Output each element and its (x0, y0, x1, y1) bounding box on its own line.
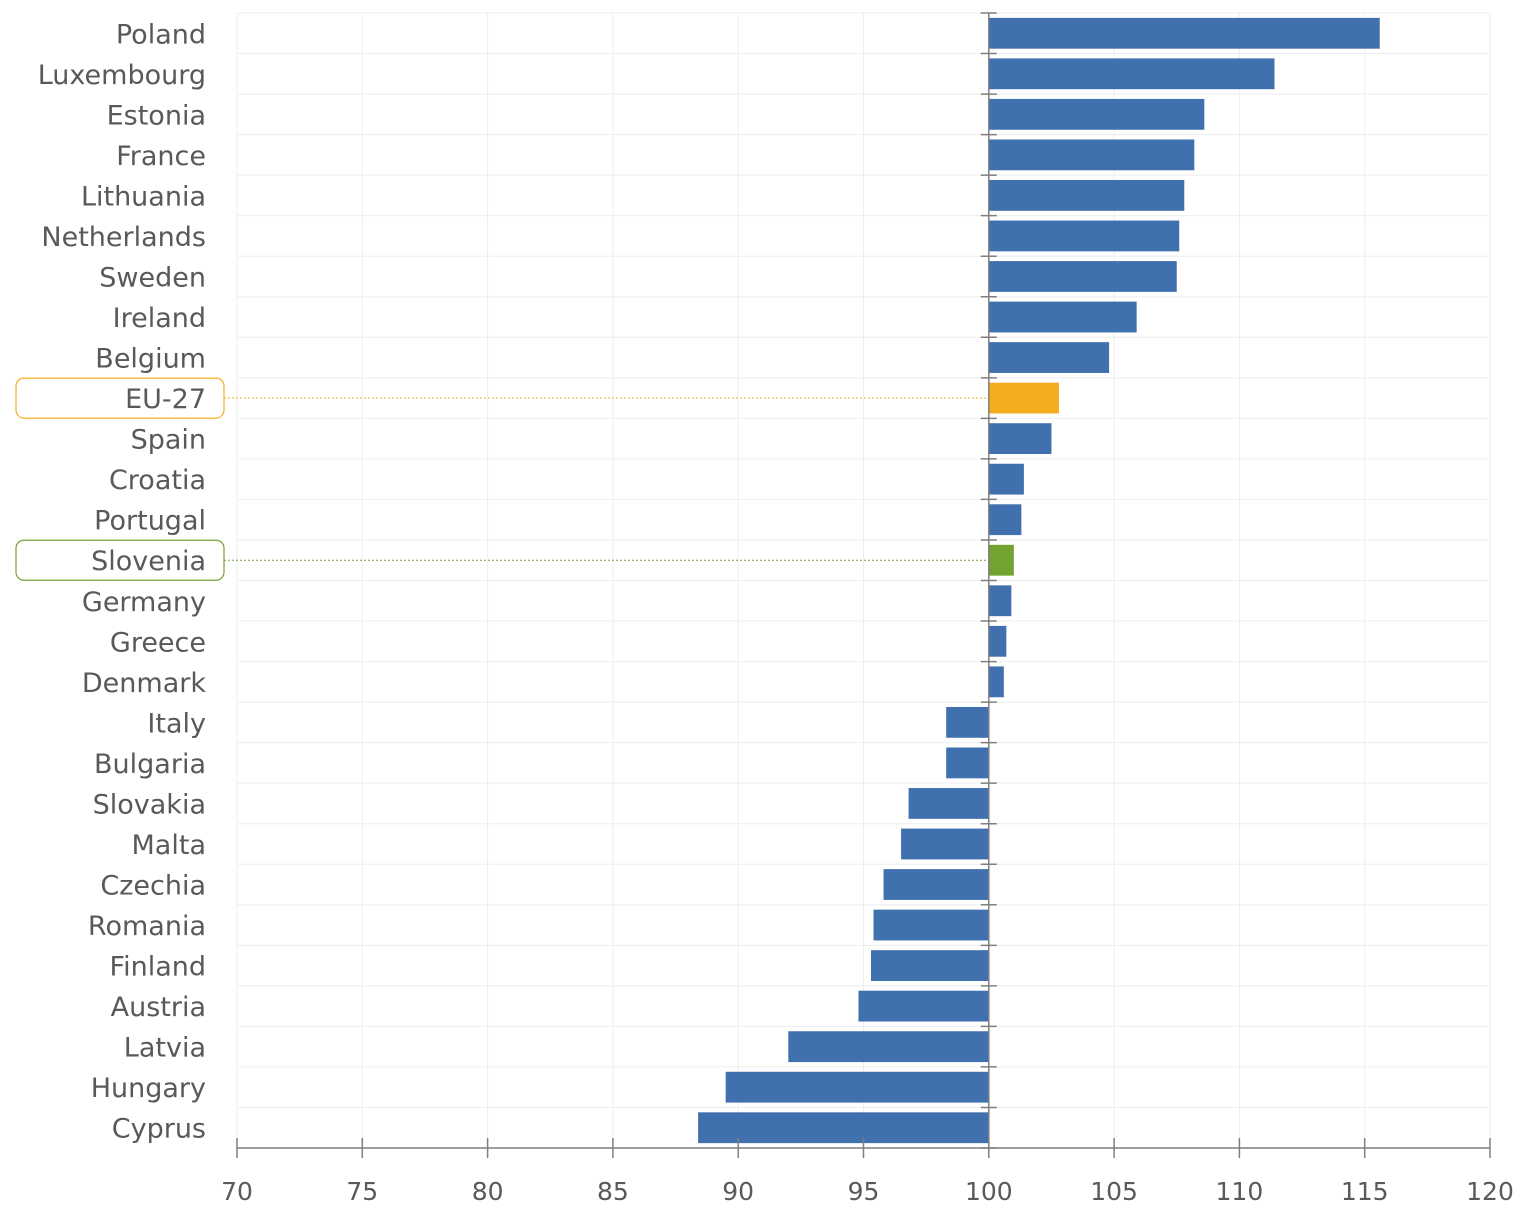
bar-france (988, 139, 1195, 171)
x-tick-label: 115 (1341, 1177, 1389, 1206)
bar-spain (988, 423, 1052, 455)
bar-croatia (988, 463, 1024, 495)
bar-netherlands (988, 220, 1180, 252)
category-label-slovenia: Slovenia (91, 546, 206, 577)
category-label-cyprus: Cyprus (112, 1114, 206, 1145)
x-tick-label: 80 (472, 1177, 504, 1206)
x-tick-label: 70 (221, 1177, 253, 1206)
category-label-belgium: Belgium (95, 344, 206, 375)
bar-latvia (788, 1031, 989, 1063)
x-tick-label: 85 (597, 1177, 629, 1206)
category-label-poland: Poland (116, 19, 206, 50)
x-tick-label: 95 (848, 1177, 880, 1206)
bar-malta (901, 828, 989, 860)
bar-portugal (988, 504, 1022, 536)
category-label-czechia: Czechia (100, 871, 206, 902)
category-label-estonia: Estonia (107, 100, 206, 131)
bar-czechia (883, 869, 989, 900)
category-label-germany: Germany (82, 587, 206, 618)
category-label-denmark: Denmark (82, 668, 206, 699)
bar-cyprus (698, 1112, 989, 1144)
category-label-malta: Malta (132, 830, 206, 861)
bar-poland (988, 17, 1380, 49)
bar-romania (873, 909, 989, 941)
category-label-latvia: Latvia (124, 1033, 206, 1064)
bar-hungary (725, 1071, 989, 1103)
bar-luxembourg (988, 58, 1275, 90)
bar-estonia (988, 98, 1205, 130)
bars (698, 17, 1380, 1144)
category-label-sweden: Sweden (99, 262, 206, 293)
highlight-guides (15, 377, 987, 581)
category-label-lithuania: Lithuania (81, 181, 206, 212)
grid (236, 12, 1491, 1149)
bar-finland (871, 950, 989, 981)
bar-belgium (988, 342, 1110, 373)
bar-slovakia (908, 788, 989, 819)
bar-greece (988, 625, 1007, 657)
bar-germany (988, 585, 1012, 617)
category-label-hungary: Hungary (91, 1073, 206, 1104)
x-tick-labels: 70 75 80 85 90 95 100 105 110 115 120 (221, 1177, 1514, 1206)
x-tick-label: 75 (346, 1177, 378, 1206)
x-tick-label: 110 (1216, 1177, 1264, 1206)
category-label-spain: Spain (131, 425, 206, 456)
category-label-austria: Austria (111, 992, 206, 1023)
bar-eu-27 (988, 382, 1059, 414)
category-label-france: France (116, 141, 206, 172)
category-labels: Poland Luxembourg Estonia France Lithuania Ne… (38, 19, 207, 1144)
x-tick-label: 105 (1090, 1177, 1138, 1206)
category-label-greece: Greece (110, 627, 206, 658)
category-label-netherlands: Netherlands (41, 222, 206, 253)
bar-italy (946, 706, 989, 738)
category-label-portugal: Portugal (94, 506, 206, 537)
bar-lithuania (988, 180, 1185, 211)
bar-bulgaria (946, 747, 989, 779)
bar-sweden (988, 261, 1177, 292)
bar-ireland (988, 301, 1137, 333)
category-label-ireland: Ireland (113, 303, 206, 334)
category-label-slovakia: Slovakia (93, 789, 206, 820)
category-label-bulgaria: Bulgaria (94, 749, 206, 780)
category-label-croatia: Croatia (109, 465, 206, 496)
category-label-italy: Italy (147, 708, 206, 739)
category-label-finland: Finland (110, 952, 206, 983)
x-tick-label: 100 (965, 1177, 1013, 1206)
category-label-eu-27: EU-27 (125, 384, 206, 415)
x-tick-label: 120 (1466, 1177, 1514, 1206)
category-label-luxembourg: Luxembourg (38, 60, 206, 91)
bar-denmark (988, 666, 1004, 698)
x-tick-label: 90 (722, 1177, 754, 1206)
axes (236, 12, 1491, 1158)
bar-slovenia (988, 544, 1014, 576)
bar-austria (858, 990, 989, 1022)
category-label-romania: Romania (88, 911, 206, 942)
